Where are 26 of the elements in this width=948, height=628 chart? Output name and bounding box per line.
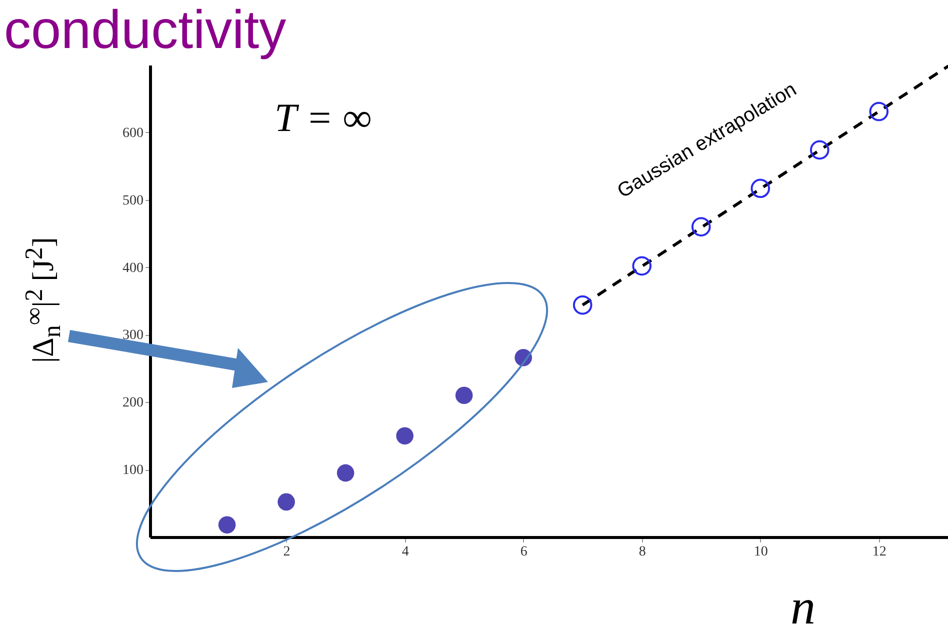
- x-tick-label: 8: [638, 544, 646, 560]
- annotation: T = ∞: [274, 94, 372, 140]
- x-tick-label: 4: [402, 544, 409, 560]
- y-tick-label: 300: [122, 328, 144, 344]
- point: [572, 295, 592, 315]
- point: [869, 102, 889, 122]
- point: [750, 178, 770, 198]
- point: [218, 516, 236, 534]
- x-tick-label: 12: [872, 544, 886, 560]
- point: [810, 140, 830, 160]
- y-tick-label: 100: [122, 463, 144, 478]
- y-tick-label: 500: [122, 193, 144, 208]
- y-tick-label: 200: [122, 396, 144, 411]
- y-tick-label: 400: [122, 260, 144, 276]
- point: [691, 217, 711, 236]
- x-tick-label: 2: [283, 544, 290, 560]
- point: [278, 493, 295, 511]
- point: [455, 386, 473, 404]
- point: [336, 464, 354, 482]
- x-tick-label: 10: [754, 544, 768, 560]
- point: [632, 256, 652, 276]
- x-axis-title: n: [790, 578, 816, 628]
- point: [396, 427, 414, 444]
- chart-title: conductivity: [4, 0, 286, 60]
- y-tick-label: 600: [122, 126, 144, 141]
- x-tick-label: 6: [520, 544, 528, 560]
